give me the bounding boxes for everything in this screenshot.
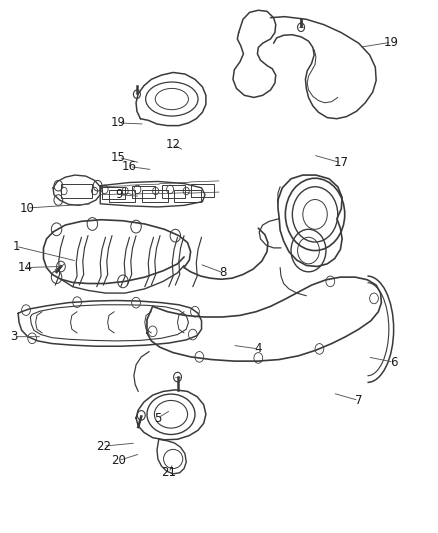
Text: 22: 22: [96, 440, 111, 453]
Text: 3: 3: [10, 330, 18, 343]
Bar: [162, 185, 184, 198]
Text: 7: 7: [355, 394, 363, 407]
Text: 17: 17: [334, 156, 349, 169]
Text: 16: 16: [122, 160, 137, 173]
Text: 21: 21: [161, 466, 176, 479]
Text: 20: 20: [111, 454, 126, 467]
Text: 15: 15: [111, 151, 126, 164]
Text: 19: 19: [384, 36, 399, 49]
Bar: [102, 187, 125, 199]
Bar: [142, 190, 168, 201]
Bar: [109, 190, 135, 201]
Text: 19: 19: [111, 117, 126, 130]
Text: 12: 12: [166, 138, 180, 151]
Text: 5: 5: [154, 411, 162, 424]
Text: 8: 8: [220, 266, 227, 279]
Text: 9: 9: [115, 188, 122, 201]
Text: 6: 6: [390, 356, 397, 369]
Text: 10: 10: [19, 201, 34, 214]
Bar: [191, 184, 214, 197]
Text: 4: 4: [254, 342, 262, 356]
Bar: [132, 186, 155, 198]
Text: 14: 14: [17, 261, 32, 274]
Bar: [61, 183, 92, 198]
Bar: [174, 190, 201, 201]
Text: 1: 1: [12, 240, 20, 253]
